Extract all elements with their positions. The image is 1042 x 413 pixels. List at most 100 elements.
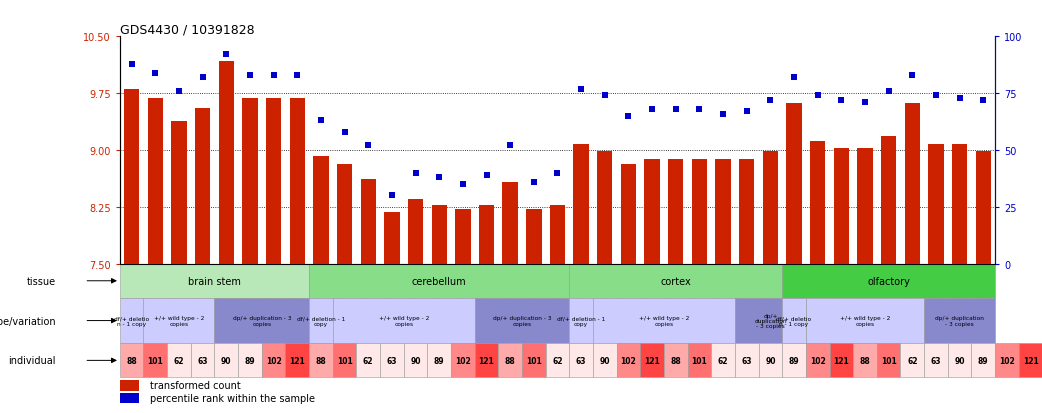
Bar	[451, 344, 475, 377]
Bar	[948, 344, 971, 377]
Bar	[858, 149, 873, 264]
Bar	[219, 62, 234, 264]
Bar	[380, 344, 403, 377]
Text: df/+ deletion - 1
copy: df/+ deletion - 1 copy	[297, 316, 345, 326]
Point	[289, 72, 305, 79]
Bar	[431, 205, 447, 264]
Bar	[290, 99, 305, 264]
Text: 62: 62	[174, 356, 184, 365]
Text: dp/+ duplication - 3
copies: dp/+ duplication - 3 copies	[232, 316, 291, 326]
Text: 62: 62	[363, 356, 373, 365]
Bar	[569, 298, 593, 344]
Bar	[286, 344, 309, 377]
Point	[786, 75, 802, 81]
Bar	[384, 213, 399, 264]
Bar	[550, 205, 565, 264]
Bar	[735, 344, 759, 377]
Text: 90: 90	[411, 356, 421, 365]
Text: dp/+ duplication - 3
copies: dp/+ duplication - 3 copies	[493, 316, 551, 326]
Bar	[361, 179, 376, 264]
Bar	[640, 344, 664, 377]
Text: +/+ wild type - 2
copies: +/+ wild type - 2 copies	[639, 316, 689, 326]
Point	[880, 88, 897, 95]
Bar	[120, 344, 144, 377]
Text: 90: 90	[765, 356, 775, 365]
Bar	[332, 344, 356, 377]
Bar	[593, 298, 735, 344]
Point	[147, 70, 164, 77]
Bar	[739, 160, 754, 264]
Bar	[783, 264, 995, 298]
Text: 90: 90	[221, 356, 231, 365]
Bar	[215, 298, 309, 344]
Text: 88: 88	[670, 356, 681, 365]
Text: df/+ deletio
n - 1 copy: df/+ deletio n - 1 copy	[114, 316, 149, 326]
Bar	[120, 298, 144, 344]
Bar	[266, 99, 281, 264]
Bar	[716, 160, 730, 264]
Text: dp/+
duplication
- 3 copies: dp/+ duplication - 3 copies	[754, 313, 787, 329]
Point	[904, 72, 921, 79]
Text: df/+ deletion - 1
copy: df/+ deletion - 1 copy	[557, 316, 605, 326]
Bar	[195, 109, 210, 264]
Text: 88: 88	[126, 356, 138, 365]
Text: 102: 102	[999, 356, 1015, 365]
Bar	[735, 298, 805, 344]
Text: transformed count: transformed count	[150, 380, 241, 390]
Bar	[880, 137, 896, 264]
Bar	[664, 344, 688, 377]
Bar	[167, 344, 191, 377]
Bar	[971, 344, 995, 377]
Point	[951, 95, 968, 102]
Point	[407, 170, 424, 177]
Bar	[644, 160, 660, 264]
Text: tissue: tissue	[27, 276, 56, 286]
Point	[171, 88, 188, 95]
Text: percentile rank within the sample: percentile rank within the sample	[150, 393, 316, 403]
Bar	[242, 99, 257, 264]
Text: 88: 88	[316, 356, 326, 365]
Text: 121: 121	[834, 356, 849, 365]
Point	[975, 97, 992, 104]
Bar	[829, 344, 853, 377]
Text: 62: 62	[908, 356, 918, 365]
Text: 89: 89	[433, 356, 445, 365]
Bar	[787, 104, 801, 264]
Bar	[191, 344, 215, 377]
Text: 101: 101	[880, 356, 896, 365]
Point	[242, 72, 258, 79]
Point	[478, 172, 495, 179]
Bar	[805, 298, 924, 344]
Text: 88: 88	[860, 356, 870, 365]
Bar	[688, 344, 712, 377]
Bar	[783, 344, 805, 377]
Bar	[617, 344, 640, 377]
Point	[266, 72, 282, 79]
Point	[810, 93, 826, 100]
Text: 102: 102	[810, 356, 825, 365]
Text: 62: 62	[718, 356, 728, 365]
Text: 101: 101	[337, 356, 352, 365]
Text: 102: 102	[621, 356, 637, 365]
Text: brain stem: brain stem	[188, 276, 241, 286]
Point	[739, 109, 755, 115]
Bar	[900, 344, 924, 377]
Point	[596, 93, 613, 100]
Text: 101: 101	[147, 356, 164, 365]
Text: df/+ deletio
n - 1 copy: df/+ deletio n - 1 copy	[776, 316, 812, 326]
Bar	[522, 344, 546, 377]
Bar	[215, 344, 239, 377]
Bar	[239, 344, 262, 377]
Point	[383, 193, 400, 199]
Point	[927, 93, 944, 100]
Text: 89: 89	[245, 356, 255, 365]
Bar	[427, 344, 451, 377]
Bar	[1019, 344, 1042, 377]
Point	[833, 97, 849, 104]
Bar	[668, 160, 684, 264]
Bar	[597, 152, 613, 264]
Bar	[262, 344, 286, 377]
Point	[123, 61, 140, 68]
Point	[218, 52, 234, 59]
Bar	[783, 298, 805, 344]
